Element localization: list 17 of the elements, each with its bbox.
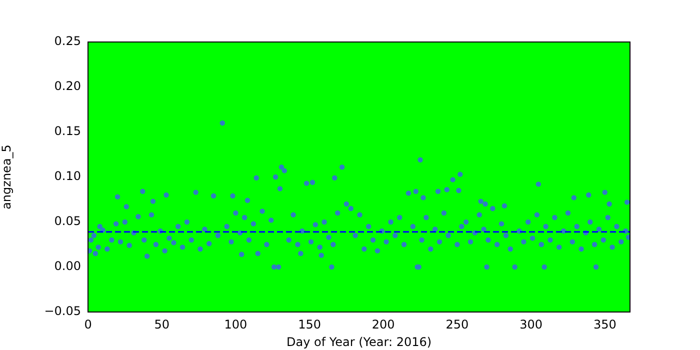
y-tick-label: 0.05 [54, 214, 81, 228]
y-tick-label: 0.20 [54, 79, 81, 94]
x-tick-label: 300 [520, 317, 543, 332]
x-axis-title: Day of Year (Year: 2016) [286, 334, 432, 349]
x-tick-label: 150 [298, 317, 321, 332]
y-tick-label: 0.25 [54, 34, 81, 48]
x-tick-label: 0 [84, 317, 92, 332]
x-tick-label: 200 [372, 317, 395, 332]
x-tick-label: 100 [224, 317, 248, 332]
y-tick-label: 0.10 [54, 169, 81, 184]
x-tick-label: 350 [593, 317, 616, 332]
y-tick-label: 0.15 [54, 124, 81, 138]
x-tick-label: 250 [446, 317, 469, 332]
y-axis-title: angznea_5 [0, 144, 14, 210]
x-tick-label: 50 [154, 317, 170, 332]
y-tick-label: 0.00 [54, 259, 81, 274]
y-tick-label: −0.05 [44, 304, 81, 318]
